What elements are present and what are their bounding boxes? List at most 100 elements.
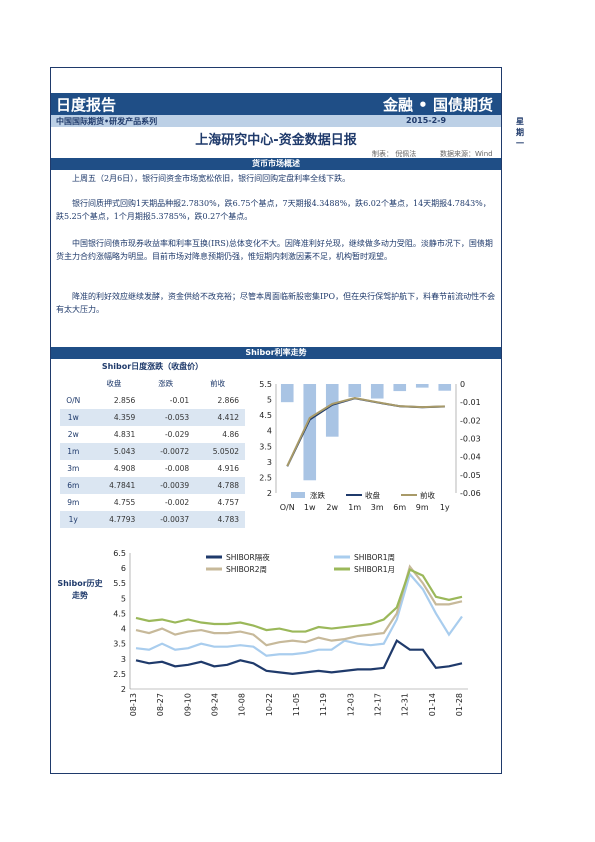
bar-1m	[348, 384, 362, 398]
shibor-history-chart: 2 2.5 3 3.5 4 4.5 5 5.5 6 6.5 08-13 08-27 09-10 09-24…	[106, 545, 478, 720]
header-subbar: 中国国际期货•研发产品系列 2015-2-9 星期一	[51, 115, 524, 148]
y-tick-label: 6.5	[113, 549, 126, 558]
y-tick-label: 2	[121, 685, 126, 694]
table-row-key: 2w	[67, 430, 79, 439]
report-frame	[50, 67, 502, 774]
header-banner: 日度报告 金融 • 国债期货	[51, 93, 501, 115]
table-header-row: 收盘 涨跌 前收	[60, 375, 245, 392]
table-row: 1m 5.043 -0.0072 5.0502	[60, 443, 245, 460]
org-series: 中国国际期货•研发产品系列	[56, 117, 158, 126]
legend-label: SHIBOR2周	[226, 565, 267, 574]
bar-9m	[415, 384, 429, 388]
table-cell: -0.01	[169, 396, 190, 405]
bar-O/N	[280, 384, 294, 403]
table-cell: 4.755	[113, 498, 136, 507]
y-tick-label: 5.5	[113, 579, 126, 588]
series-line-SHIBOR隔夜	[135, 639, 463, 675]
shibor-history-chart-svg: 2 2.5 3 3.5 4 4.5 5 5.5 6 6.5 08-13 08-27 09-10 09-24…	[113, 549, 468, 716]
y2-tick-label: -0.06	[460, 489, 481, 498]
table-cell: 2.866	[217, 396, 239, 405]
x-tick-label: 11-19	[319, 693, 328, 716]
table-row: 9m 4.755 -0.002 4.757	[60, 494, 245, 511]
y-tick-label: 4	[121, 625, 126, 634]
shibor-table-title: Shibor日度涨跌（收盘价）	[101, 362, 204, 371]
table-row: 2w 4.831 -0.029 4.86	[60, 426, 245, 443]
y-tick-label: 4.5	[259, 411, 272, 420]
table-cell: -0.0039	[141, 477, 196, 494]
x-tick-label: 12-03	[346, 693, 355, 716]
report-date: 2015-2-9	[406, 116, 447, 125]
money-market-heading: 货币市场概述	[51, 158, 501, 170]
legend-label: 涨跌	[310, 490, 325, 500]
table-row: 1y 4.7793 -0.0037 4.783	[60, 511, 245, 528]
table-cell: 2.856	[113, 396, 136, 405]
table-cell: -0.008	[164, 464, 190, 473]
shibor-heading: Shibor利率走势	[51, 347, 501, 359]
bar-2w	[325, 384, 339, 437]
x-tick-label: 09-10	[183, 693, 192, 716]
y-tick-label: 2	[267, 489, 272, 498]
table-row-key: 1w	[60, 409, 92, 426]
table-cell: 4.783	[195, 511, 245, 528]
series-line-SHIBOR1周	[135, 571, 463, 657]
shibor-daily-chart: 2 2.5 3 3.5 4 4.5 5 5.5 0 -0.01 -0.02 -0.03 -0.04 -0.…	[246, 378, 498, 518]
report-type: 日度报告	[56, 96, 117, 114]
legend-label: SHIBOR隔夜	[226, 552, 270, 562]
x-tick-label: 2w	[326, 503, 338, 512]
table-header-cell: 涨跌	[158, 379, 174, 388]
x-tick-label: 1y	[440, 503, 450, 512]
y2-tick-label: 0	[460, 380, 465, 389]
table-row-key: O/N	[66, 396, 81, 405]
bar-3m	[370, 384, 384, 399]
table-header-cell	[60, 375, 92, 392]
y2-tick-label: -0.04	[460, 453, 481, 462]
x-tick-label: 11-05	[292, 693, 301, 716]
table-cell: 4.359	[91, 409, 142, 426]
x-tick-label: 1m	[348, 503, 361, 512]
history-label: Shibor历史 走势	[52, 578, 108, 602]
table-row-key: 9m	[67, 498, 80, 507]
history-label-line2: 走势	[72, 591, 88, 600]
table-cell: 4.7793	[91, 511, 142, 528]
x-tick-label: O/N	[280, 503, 295, 512]
table-row: 3m 4.908 -0.008 4.916	[60, 460, 245, 477]
table-row: O/N 2.856 -0.01 2.866	[60, 392, 245, 409]
bar-1w	[303, 384, 317, 481]
legend-swatch	[291, 492, 305, 498]
table-row-key: 3m	[67, 464, 80, 473]
legend-label: 前收	[420, 490, 435, 500]
x-tick-label: 10-22	[265, 693, 274, 716]
x-tick-label: 6m	[393, 503, 406, 512]
table-cell: 4.86	[222, 430, 239, 439]
y-tick-label: 2.5	[113, 670, 126, 679]
table-cell: -0.0037	[141, 511, 196, 528]
x-tick-label: 10-08	[238, 693, 247, 716]
y-tick-label: 5	[267, 396, 272, 405]
table-row-key: 1m	[60, 443, 92, 460]
table-row: 1w 4.359 -0.053 4.412	[60, 409, 245, 426]
series-line-前收	[286, 396, 445, 467]
table-cell: 5.043	[91, 443, 142, 460]
table-cell: 5.0502	[195, 443, 245, 460]
y-tick-label: 4.5	[113, 609, 126, 618]
data-source: 数据来源：Wind	[440, 150, 493, 158]
table-cell: -0.029	[164, 430, 190, 439]
bar-6m	[393, 384, 407, 392]
table-cell: 4.757	[217, 498, 239, 507]
table-cell: -0.002	[164, 498, 190, 507]
y-tick-label: 3	[121, 655, 126, 664]
x-tick-label: 3m	[371, 503, 384, 512]
report-category: 金融 • 国债期货	[382, 96, 493, 114]
shibor-daily-table: 收盘 涨跌 前收 O/N 2.856 -0.01 2.866 1w 4.359 -0.053 4.4…	[60, 375, 245, 528]
legend-label: SHIBOR1月	[354, 565, 395, 574]
table-cell: -0.053	[141, 409, 196, 426]
table-cell: -0.0072	[141, 443, 196, 460]
shibor-daily-chart-svg: 2 2.5 3 3.5 4 4.5 5 5.5 0 -0.01 -0.02 -0.03 -0.04 -0.…	[259, 380, 481, 512]
series-line-SHIBOR1月	[135, 568, 463, 633]
x-tick-label: 08-13	[129, 693, 138, 716]
table-cell: 4.412	[195, 409, 245, 426]
y2-tick-label: -0.02	[460, 416, 481, 425]
paragraph-2: 银行间质押式回购1天期品种报2.7830%，跌6.75个基点，7天期报4.348…	[56, 199, 491, 221]
table-row-key: 6m	[60, 477, 92, 494]
table-row-key: 1y	[60, 511, 92, 528]
